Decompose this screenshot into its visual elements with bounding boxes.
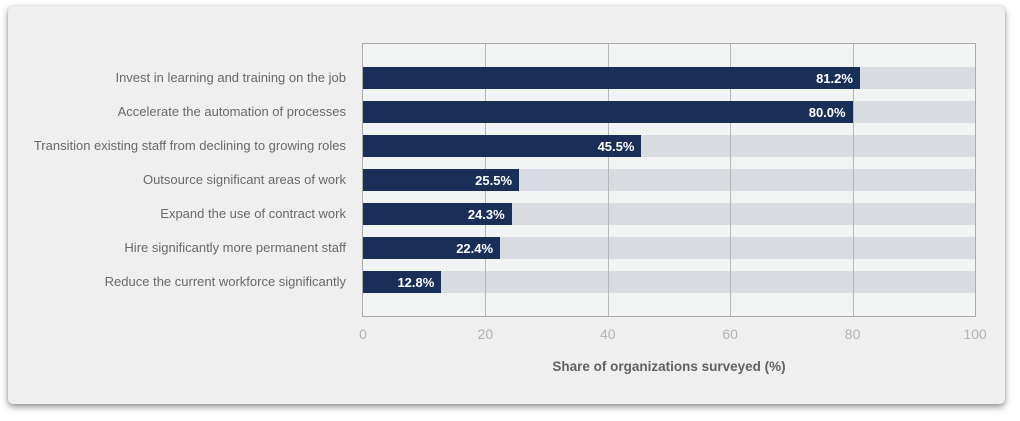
bar-row: 24.3% (363, 203, 975, 225)
bar: 45.5% (363, 135, 642, 157)
x-tick-label: 60 (722, 326, 738, 342)
category-label: Accelerate the automation of processes (117, 104, 346, 119)
bar-row: 25.5% (363, 169, 975, 191)
bar-value-label: 45.5% (597, 138, 635, 154)
category-label: Outsource significant areas of work (142, 172, 346, 187)
bar-track (363, 237, 975, 259)
bar: 81.2% (363, 67, 860, 89)
category-label: Hire significantly more permanent staff (124, 240, 346, 255)
bar-value-label: 25.5% (475, 172, 513, 188)
bar: 80.0% (363, 101, 853, 123)
bar: 24.3% (363, 203, 512, 225)
bar-value-label: 12.8% (397, 274, 435, 290)
x-tick-label: 20 (477, 326, 494, 342)
bar-track (363, 271, 975, 293)
chart-card: Invest in learning and training on the j… (8, 6, 1005, 404)
bar-value-label: 24.3% (467, 206, 505, 222)
bar-value-label: 80.0% (808, 104, 846, 120)
bar-row: 45.5% (363, 135, 975, 157)
category-label: Transition existing staff from declining… (33, 138, 346, 153)
bar-value-label: 81.2% (816, 70, 853, 86)
bar-rows: 81.2% 80.0% 45.5% 25.5% 24.3% 22.4% 12.8% (363, 44, 975, 316)
bar-row: 22.4% (363, 237, 975, 259)
x-tick-label: 40 (600, 326, 616, 342)
gridline (730, 44, 732, 316)
gridline (607, 44, 609, 316)
plot-area: 81.2% 80.0% 45.5% 25.5% 24.3% 22.4% 12.8% (362, 43, 976, 317)
bar: 22.4% (363, 237, 501, 259)
bar-row: 80.0% (363, 101, 975, 123)
x-tick-label: 80 (844, 326, 861, 342)
category-label: Invest in learning and training on the j… (115, 70, 346, 85)
x-tick-label: 0 (359, 326, 367, 342)
bar-value-label: 22.4% (456, 240, 494, 256)
x-axis-title: Share of organizations surveyed (%) (552, 359, 786, 374)
bar-track (363, 203, 975, 225)
bar-row: 12.8% (363, 271, 975, 293)
gridline (852, 44, 854, 316)
category-label: Reduce the current workforce significant… (104, 274, 346, 289)
x-tick-label: 100 (963, 326, 987, 342)
bar: 25.5% (363, 169, 520, 191)
category-label: Expand the use of contract work (160, 206, 346, 221)
bar-row: 81.2% (363, 67, 975, 89)
bar: 12.8% (363, 271, 442, 293)
